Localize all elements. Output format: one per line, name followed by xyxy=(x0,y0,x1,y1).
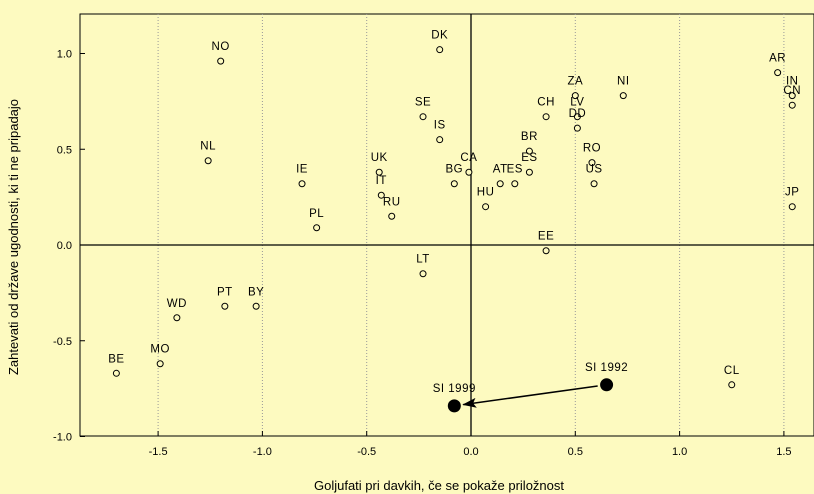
x-tick-label: -1.0 xyxy=(253,446,272,458)
y-tick-labels: -1.0 -0.5 0.0 0.5 1.0 xyxy=(53,49,85,444)
point-marker xyxy=(156,360,164,368)
point-label: US xyxy=(586,164,603,176)
si-arrow xyxy=(462,385,598,408)
point-marker xyxy=(542,113,550,121)
point-label: BR xyxy=(521,131,538,143)
highlight-points: SI 1992 SI 1999 xyxy=(433,362,628,413)
point-label: ES xyxy=(521,152,537,164)
point-marker xyxy=(112,369,120,377)
point-marker xyxy=(571,92,579,100)
y-tick-label: 0.5 xyxy=(57,144,72,156)
point-label: JP xyxy=(785,187,799,199)
point-marker xyxy=(573,113,581,121)
point-label: AT xyxy=(493,164,508,176)
point-marker xyxy=(525,168,533,176)
point-label: LV xyxy=(570,97,584,109)
point-marker xyxy=(590,180,598,188)
point-marker xyxy=(482,203,490,211)
point-label: IT xyxy=(376,175,387,187)
highlight-marker xyxy=(600,378,614,392)
point-label: IE xyxy=(296,164,308,176)
point-label: LT xyxy=(416,254,430,266)
point-marker xyxy=(619,92,627,100)
point-label: WD xyxy=(167,298,187,310)
point-marker xyxy=(204,157,212,165)
arrow-line xyxy=(462,385,598,408)
point-label: PT xyxy=(217,286,233,298)
y-axis-title: Zahtevati od države ugodnosti, ki ti ne … xyxy=(6,99,21,375)
point-marker xyxy=(450,180,458,188)
point-label: IN xyxy=(786,76,799,88)
point-marker xyxy=(511,180,519,188)
point-label: UK xyxy=(371,152,388,164)
y-tick-label: 1.0 xyxy=(57,49,72,61)
point-marker xyxy=(588,159,596,167)
point-marker xyxy=(788,203,796,211)
point-marker xyxy=(436,136,444,144)
point-label: MO xyxy=(150,344,170,356)
point-marker xyxy=(377,191,385,199)
point-marker xyxy=(375,168,383,176)
point-marker xyxy=(221,302,229,310)
y-tick-label: 0.0 xyxy=(57,240,72,252)
x-tick-label: -0.5 xyxy=(357,446,376,458)
highlight-marker xyxy=(447,399,461,413)
x-tick-label: 0.5 xyxy=(568,446,583,458)
highlight-label: SI 1999 xyxy=(433,383,476,395)
point-label: CH xyxy=(537,97,555,109)
reference-lines xyxy=(80,14,814,436)
point-marker xyxy=(313,224,321,232)
point-label: BY xyxy=(248,286,264,298)
x-tick-labels: -1.5 -1.0 -0.5 0.0 0.5 1.0 1.5 xyxy=(149,431,792,458)
point-marker xyxy=(774,69,782,77)
x-tick-label: -1.5 xyxy=(149,446,168,458)
point-marker xyxy=(298,180,306,188)
point-marker xyxy=(573,124,581,132)
x-tick-label: 1.5 xyxy=(776,446,791,458)
highlight-label: SI 1992 xyxy=(585,362,628,374)
point-marker xyxy=(525,147,533,155)
point-marker xyxy=(173,314,181,322)
point-label: PL xyxy=(309,208,324,220)
point-marker xyxy=(542,247,550,255)
point-label: DD xyxy=(569,108,587,120)
point-marker xyxy=(436,46,444,54)
y-tick-label: -1.0 xyxy=(53,432,72,444)
point-marker xyxy=(788,101,796,109)
point-label: RO xyxy=(583,143,601,155)
x-axis-title: Goljufati pri davkih, če se pokaže prilo… xyxy=(314,478,564,493)
point-label: BG xyxy=(445,164,463,176)
point-label: RU xyxy=(383,196,401,208)
point-label: HU xyxy=(477,187,495,199)
point-marker xyxy=(252,302,260,310)
point-label: NI xyxy=(617,76,630,88)
point-label: IS xyxy=(434,120,446,132)
point-marker xyxy=(496,180,504,188)
point-marker xyxy=(419,270,427,278)
point-marker xyxy=(419,113,427,121)
point-label: EE xyxy=(538,231,554,243)
point-label: CA xyxy=(460,152,477,164)
point-label: BE xyxy=(108,353,124,365)
point-label: DK xyxy=(431,30,448,42)
point-marker xyxy=(388,212,396,220)
point-label: SE xyxy=(415,97,431,109)
point-marker xyxy=(465,168,473,176)
point-marker xyxy=(217,57,225,65)
y-tick-label: -0.5 xyxy=(53,336,72,348)
point-label: CN xyxy=(783,85,801,97)
x-tick-label: 1.0 xyxy=(672,446,687,458)
point-marker xyxy=(788,92,796,100)
point-marker xyxy=(728,381,736,389)
point-label: CL xyxy=(724,365,740,377)
point-label: ES xyxy=(507,164,523,176)
plot-area xyxy=(79,13,814,437)
point-label: NL xyxy=(200,141,216,153)
point-label: ZA xyxy=(567,76,583,88)
point-label: NO xyxy=(212,41,230,53)
point-label: AR xyxy=(769,53,786,65)
x-tick-label: 0.0 xyxy=(463,446,478,458)
